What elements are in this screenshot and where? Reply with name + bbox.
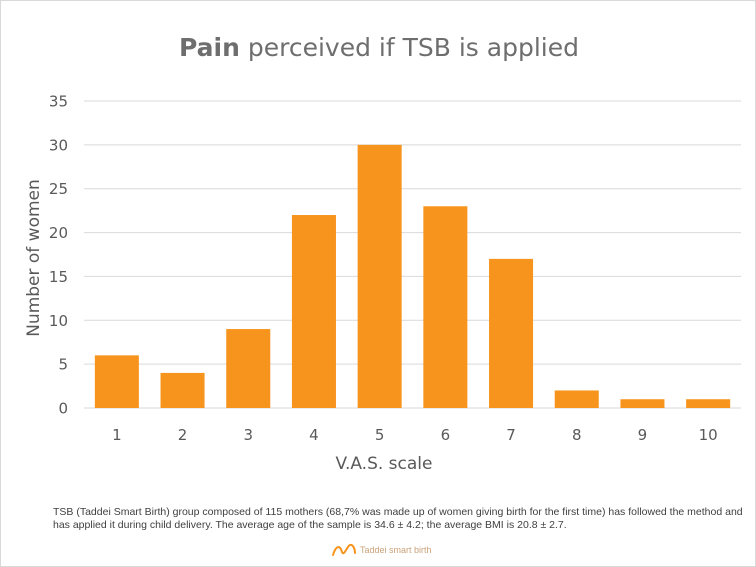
y-tick-label: 15: [49, 268, 68, 286]
gridlines: [84, 100, 741, 409]
y-tick-label: 35: [49, 93, 68, 111]
x-tick-label: 3: [243, 426, 253, 444]
bar-3: [226, 329, 271, 408]
bar-7: [489, 258, 534, 408]
x-tick-labels: 1 2 3 4 5 6 7 8 9 10: [112, 426, 718, 444]
y-tick-labels: 0 5 10 15 20 25 30 35: [49, 93, 68, 418]
bar-2: [160, 372, 205, 408]
x-tick-label: 4: [309, 426, 319, 444]
chart-title-rest: perceived if TSB is applied: [239, 33, 579, 62]
y-tick-label: 10: [49, 312, 68, 330]
footnote: TSB (Taddei Smart Birth) group composed …: [53, 506, 743, 531]
chart-title: Pain perceived if TSB is applied: [1, 33, 756, 62]
taddei-logo-icon: [332, 543, 356, 556]
bar-5: [357, 144, 402, 408]
x-tick-label: 2: [178, 426, 188, 444]
x-tick-label: 7: [506, 426, 516, 444]
chart-title-bold: Pain: [179, 33, 240, 62]
bar-10: [686, 399, 731, 408]
bar-chart: 0 5 10 15 20 25 30 35 1 2 3 4 5 6 7 8 9 10 Number of wom…: [24, 93, 741, 474]
x-tick-label: 6: [441, 426, 451, 444]
x-tick-label: 5: [375, 426, 385, 444]
x-tick-label: 8: [572, 426, 582, 444]
x-tick-label: 10: [699, 426, 718, 444]
logo-text: Taddei smart birth: [360, 545, 432, 555]
bar-4: [291, 215, 336, 408]
x-tick-label: 1: [112, 426, 122, 444]
y-axis-label: Number of women: [24, 179, 44, 337]
y-tick-label: 30: [49, 136, 68, 154]
y-tick-label: 20: [49, 224, 68, 242]
logo: Taddei smart birth: [331, 542, 432, 558]
bar-9: [620, 399, 665, 408]
bar-8: [554, 390, 599, 408]
y-tick-label: 5: [58, 356, 68, 374]
y-tick-label: 0: [58, 400, 68, 418]
x-tick-label: 9: [638, 426, 648, 444]
bar-6: [423, 206, 468, 408]
y-tick-label: 25: [49, 180, 68, 198]
x-axis-label: V.A.S. scale: [336, 454, 433, 474]
bar-1: [94, 355, 139, 408]
bars: [94, 144, 731, 408]
